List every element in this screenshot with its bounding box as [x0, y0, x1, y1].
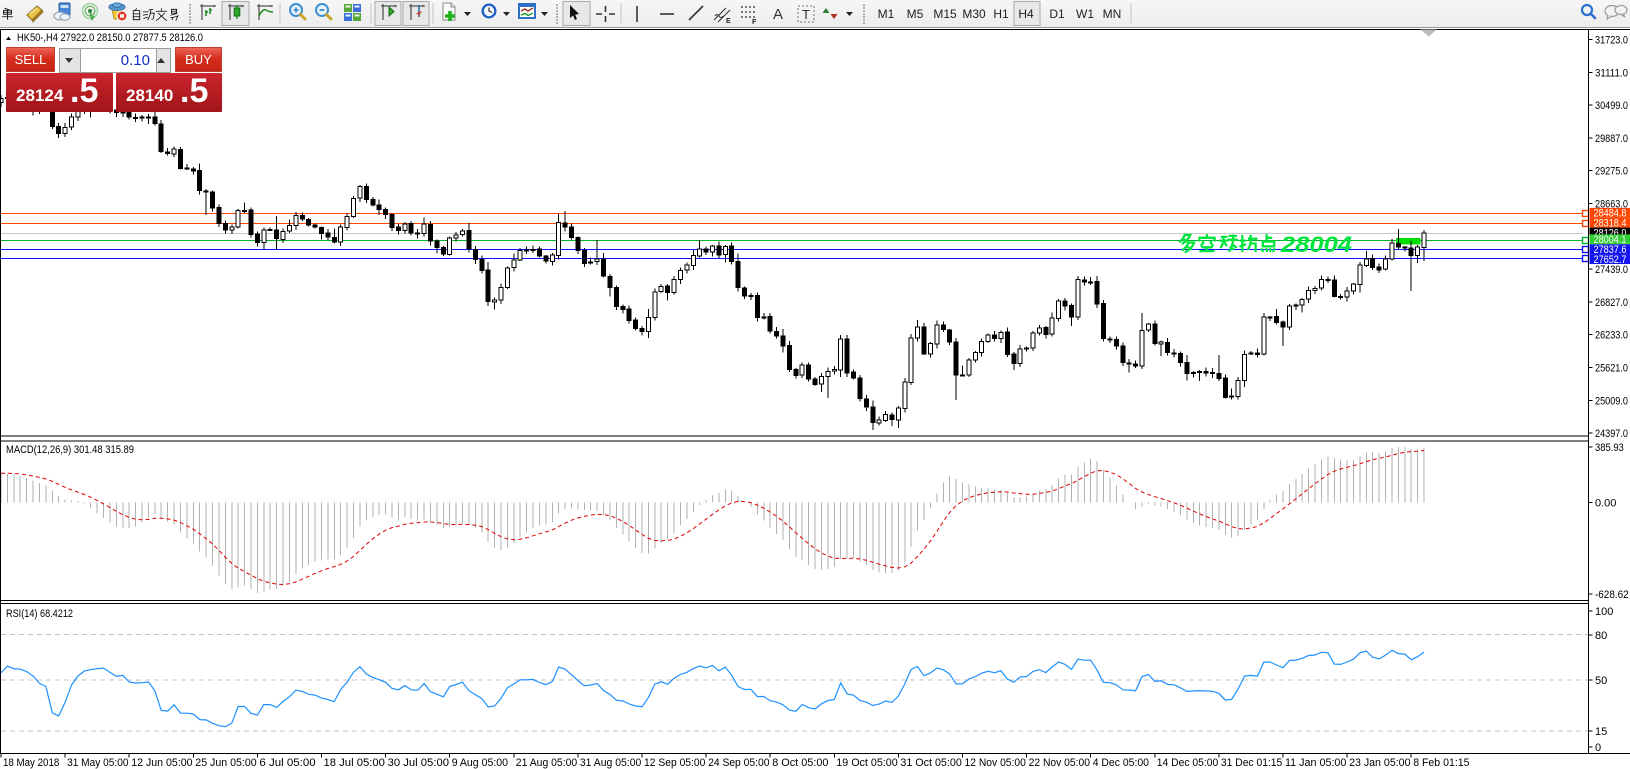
svg-text:12 Jun 05:00: 12 Jun 05:00	[131, 757, 192, 769]
svg-text:M5: M5	[907, 7, 924, 21]
svg-text:30 Jul 05:00: 30 Jul 05:00	[388, 757, 449, 769]
svg-text:26827.0: 26827.0	[1595, 297, 1628, 309]
svg-text:31111.0: 31111.0	[1595, 67, 1628, 79]
svg-text:26233.0: 26233.0	[1595, 330, 1628, 342]
svg-text:31 Oct 05:00: 31 Oct 05:00	[900, 757, 961, 769]
svg-text:F: F	[752, 19, 757, 26]
svg-text:M1: M1	[878, 7, 895, 21]
svg-text:15: 15	[1595, 726, 1607, 738]
svg-text:H1: H1	[993, 7, 1009, 21]
svg-text:M30: M30	[962, 7, 986, 21]
svg-text:50: 50	[1595, 675, 1607, 687]
svg-text:W1: W1	[1076, 7, 1094, 21]
svg-text:31 May 05:00: 31 May 05:00	[67, 757, 128, 769]
svg-text:18 May 2018: 18 May 2018	[3, 757, 59, 769]
svg-text:385.93: 385.93	[1595, 442, 1624, 454]
svg-text:29275.0: 29275.0	[1595, 166, 1628, 178]
svg-text:M15: M15	[933, 7, 957, 21]
svg-text:RSI(14) 68.4212: RSI(14) 68.4212	[6, 608, 73, 620]
svg-text:E: E	[726, 18, 731, 25]
svg-text:31723.0: 31723.0	[1595, 35, 1628, 47]
svg-text:8 Feb 01:15: 8 Feb 01:15	[1413, 757, 1469, 769]
svg-text:27439.0: 27439.0	[1595, 264, 1628, 276]
svg-text:28484.8: 28484.8	[1594, 208, 1627, 220]
svg-text:8 Oct 05:00: 8 Oct 05:00	[772, 757, 828, 769]
svg-text:31 Dec 01:15: 31 Dec 01:15	[1221, 757, 1282, 769]
svg-text:28663.0: 28663.0	[1595, 199, 1628, 211]
svg-text:14 Dec 05:00: 14 Dec 05:00	[1157, 757, 1218, 769]
svg-text:T: T	[802, 7, 810, 22]
svg-text:MN: MN	[1103, 7, 1122, 21]
svg-text:25 Jun 05:00: 25 Jun 05:00	[195, 757, 256, 769]
svg-text:29887.0: 29887.0	[1595, 133, 1628, 145]
svg-text:A: A	[773, 6, 783, 23]
svg-text:25621.0: 25621.0	[1595, 363, 1628, 375]
svg-text:27837.6: 27837.6	[1594, 244, 1627, 256]
svg-text:12 Sep 05:00: 12 Sep 05:00	[644, 757, 705, 769]
svg-text:18 Jul 05:00: 18 Jul 05:00	[324, 757, 385, 769]
svg-text:D1: D1	[1049, 7, 1065, 21]
svg-text:80: 80	[1595, 630, 1607, 642]
svg-text:25009.0: 25009.0	[1595, 395, 1628, 407]
svg-text:31 Aug 05:00: 31 Aug 05:00	[580, 757, 641, 769]
svg-text:27652.7: 27652.7	[1594, 254, 1627, 266]
svg-text:11 Jan 05:00: 11 Jan 05:00	[1285, 757, 1346, 769]
svg-text:HK50-,H4 27922.0 28150.0 2787: HK50-,H4 27922.0 28150.0 27877.5 28126.0	[17, 32, 203, 44]
svg-text:H4: H4	[1018, 7, 1034, 21]
svg-text:4 Dec 05:00: 4 Dec 05:00	[1093, 757, 1149, 769]
svg-text:24 Sep 05:00: 24 Sep 05:00	[708, 757, 769, 769]
svg-text:28318.4: 28318.4	[1594, 218, 1627, 230]
svg-text:12 Nov 05:00: 12 Nov 05:00	[965, 757, 1026, 769]
svg-text:100: 100	[1595, 606, 1613, 618]
svg-text:19 Oct 05:00: 19 Oct 05:00	[836, 757, 897, 769]
svg-text:MACD(12,26,9) 301.48 315.89: MACD(12,26,9) 301.48 315.89	[6, 444, 134, 456]
svg-text:22 Nov 05:00: 22 Nov 05:00	[1029, 757, 1090, 769]
svg-text:9 Aug 05:00: 9 Aug 05:00	[452, 757, 508, 769]
svg-text:28004.1: 28004.1	[1594, 234, 1627, 246]
svg-text:23 Jan 05:00: 23 Jan 05:00	[1349, 757, 1410, 769]
svg-text:28004: 28004	[1280, 232, 1352, 257]
svg-text:30499.0: 30499.0	[1595, 100, 1628, 112]
svg-text:6 Jul 05:00: 6 Jul 05:00	[259, 757, 315, 769]
svg-text:21 Aug 05:00: 21 Aug 05:00	[516, 757, 577, 769]
svg-text:0: 0	[1595, 742, 1601, 754]
svg-text:24397.0: 24397.0	[1595, 428, 1628, 440]
svg-text:-628.62: -628.62	[1595, 589, 1629, 601]
svg-text:0.00: 0.00	[1595, 497, 1616, 509]
